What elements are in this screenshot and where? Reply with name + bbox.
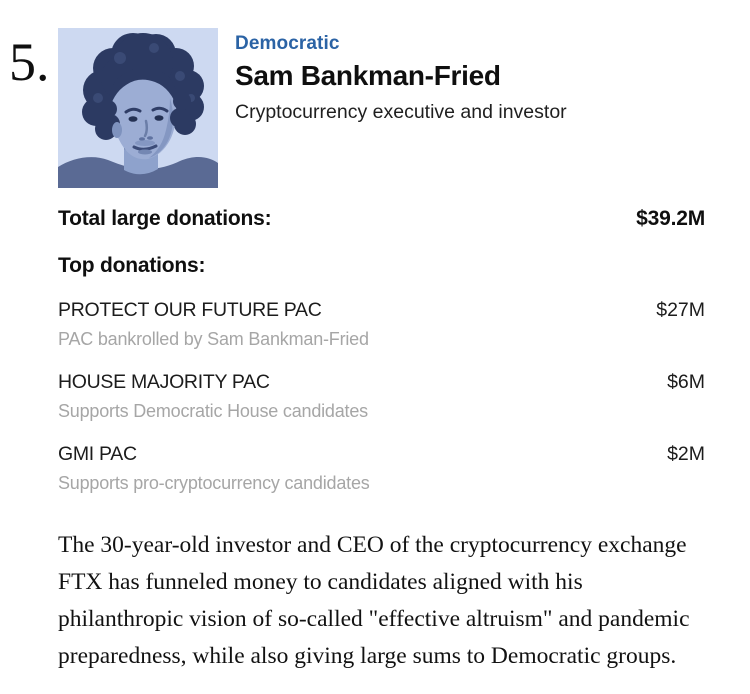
donation-name: HOUSE MAJORITY PAC [58, 371, 270, 393]
top-donations-heading: Top donations: [58, 254, 206, 277]
donor-portrait-image [58, 28, 218, 188]
party-label: Democratic [235, 33, 340, 54]
donation-amount: $6M [667, 371, 705, 393]
donor-header-text: Democratic Sam Bankman-Fried Cryptocurre… [235, 28, 567, 124]
donation-row: PROTECT OUR FUTURE PAC $27M PAC bankroll… [58, 299, 705, 350]
donation-row: HOUSE MAJORITY PAC $6M Supports Democrat… [58, 371, 705, 422]
donation-note: PAC bankrolled by Sam Bankman-Fried [58, 329, 369, 349]
portrait-icon [58, 28, 218, 188]
total-donations-value: $39.2M [636, 207, 705, 230]
donation-note: Supports Democratic House candidates [58, 401, 368, 421]
donor-name: Sam Bankman-Fried [235, 60, 501, 91]
donor-role: Cryptocurrency executive and investor [235, 101, 567, 123]
donation-name: PROTECT OUR FUTURE PAC [58, 299, 322, 321]
body-paragraph: The 30-year-old investor and CEO of the … [58, 532, 690, 669]
donation-name: GMI PAC [58, 443, 137, 465]
rank-number: 5. [9, 32, 50, 92]
donation-row: GMI PAC $2M Supports pro-cryptocurrency … [58, 443, 705, 494]
donor-header: 5. [0, 28, 750, 188]
total-donations-row: Total large donations: $39.2M [58, 207, 705, 231]
total-donations-label: Total large donations: [58, 207, 272, 230]
donation-note: Supports pro-cryptocurrency candidates [58, 473, 370, 493]
donation-amount: $2M [667, 443, 705, 465]
donations-section: Total large donations: $39.2M Top donati… [58, 207, 705, 675]
donation-amount: $27M [656, 299, 705, 321]
